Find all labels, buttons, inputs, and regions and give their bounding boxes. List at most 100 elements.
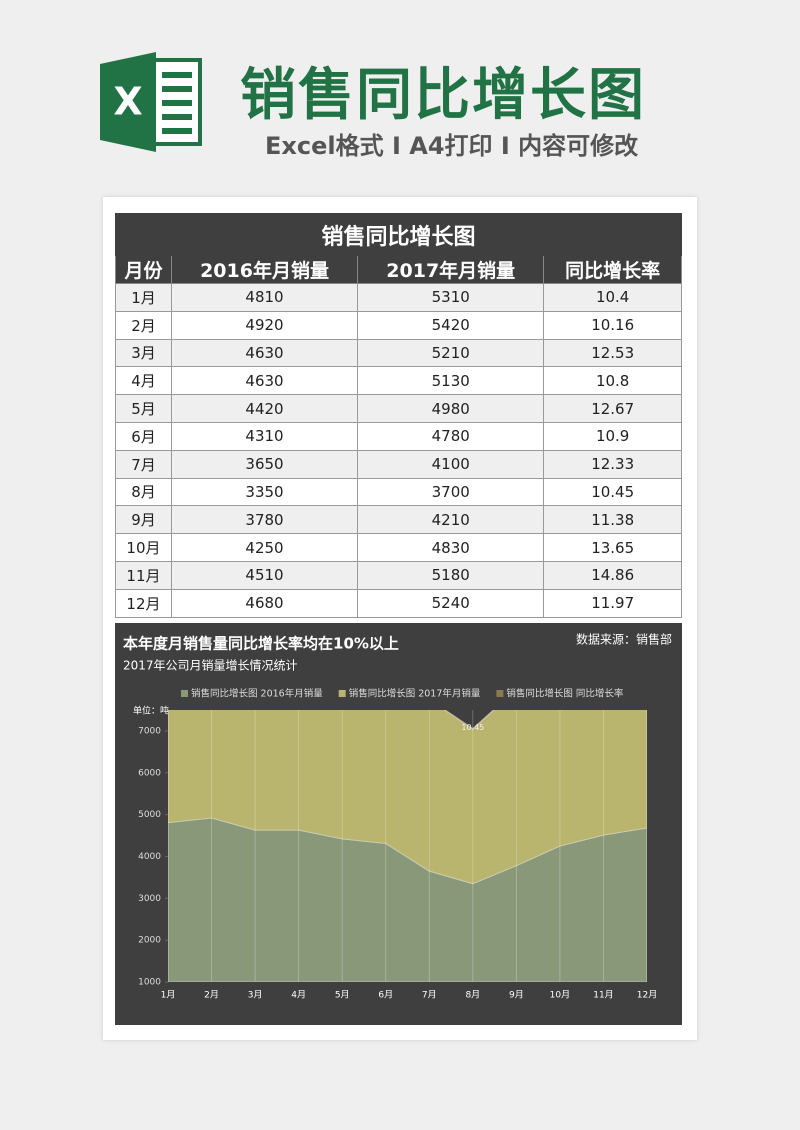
table-cell: 7月 — [115, 449, 172, 479]
legend-label: 销售同比增长图 2016年月销量 — [191, 688, 323, 700]
table-cell: 2月 — [115, 310, 172, 340]
column-header: 2016年月销量 — [170, 255, 359, 284]
table-cell: 10.16 — [543, 310, 682, 340]
table-cell: 4250 — [170, 533, 359, 562]
table-cell: 4630 — [170, 366, 359, 396]
area — [168, 710, 647, 885]
table-cell: 4980 — [357, 394, 545, 423]
x-tick-label: 2月 — [204, 990, 219, 1001]
table-cell: 4810 — [170, 283, 359, 312]
table-cell: 5180 — [357, 560, 545, 590]
table-cell: 3780 — [170, 505, 359, 535]
table-cell: 12.67 — [543, 394, 682, 423]
x-tick-label: 5月 — [335, 990, 350, 1001]
table-row: 12月 4680 5240 11.97 — [115, 588, 682, 618]
chart: 本年度月销售量同比增长率均在10%以上 数据来源：销售部 2017年公司月销量增… — [115, 623, 682, 1025]
table-cell: 8月 — [115, 477, 172, 507]
y-tick-label: 4000 — [138, 852, 161, 862]
x-tick-label: 4月 — [291, 990, 306, 1001]
table-cell: 10.9 — [543, 421, 682, 451]
legend-label: 销售同比增长图 2017年月销量 — [349, 688, 481, 700]
table-cell: 6月 — [115, 421, 172, 451]
table-cell: 4680 — [170, 588, 359, 618]
table-cell: 4830 — [357, 533, 545, 562]
chart-source: 数据来源：销售部 — [576, 632, 672, 647]
table-cell: 4920 — [170, 310, 359, 340]
x-tick-label: 11月 — [593, 990, 613, 1001]
chart-title: 本年度月销售量同比增长率均在10%以上 — [123, 635, 399, 653]
table-row: 3月 4630 5210 12.53 — [115, 338, 682, 368]
table-cell: 5310 — [357, 283, 545, 312]
table-cell: 5420 — [357, 310, 545, 340]
x-tick-label: 8月 — [465, 990, 480, 1001]
table-cell: 14.86 — [543, 560, 682, 590]
table-cell: 10月 — [115, 533, 172, 562]
table-cell: 3650 — [170, 449, 359, 479]
x-tick-label: 7月 — [422, 990, 437, 1001]
column-header: 2017年月销量 — [357, 255, 545, 284]
table-row: 9月 3780 4210 11.38 — [115, 505, 682, 535]
table-cell: 10.4 — [543, 283, 682, 312]
table-cell: 11.38 — [543, 505, 682, 535]
table-cell: 12.53 — [543, 338, 682, 368]
table-cell: 4780 — [357, 421, 545, 451]
table-title: 销售同比增长图 — [115, 213, 682, 256]
x-tick-label: 12月 — [637, 990, 657, 1001]
sales-table: 销售同比增长图 月份 2016年月销量 2017年月销量 同比增长率 1月 4810 53… — [115, 213, 682, 618]
table-cell: 5210 — [357, 338, 545, 368]
table-row: 6月 4310 4780 10.9 — [115, 421, 682, 451]
column-header: 月份 — [115, 255, 172, 284]
table-cell: 12.33 — [543, 449, 682, 479]
table-cell: 4100 — [357, 449, 545, 479]
table-cell: 3350 — [170, 477, 359, 507]
table-row: 7月 3650 4100 12.33 — [115, 449, 682, 479]
table-cell: 5130 — [357, 366, 545, 396]
table-cell: 4510 — [170, 560, 359, 590]
y-tick-label: 5000 — [138, 810, 161, 820]
table-cell: 11.97 — [543, 588, 682, 618]
table-cell: 5月 — [115, 394, 172, 423]
table-cell: 4月 — [115, 366, 172, 396]
table-cell: 4310 — [170, 421, 359, 451]
table-cell: 4420 — [170, 394, 359, 423]
x-tick-label: 10月 — [550, 990, 570, 1001]
legend-swatch — [496, 690, 504, 697]
x-tick-label: 3月 — [248, 990, 263, 1001]
table-cell: 3700 — [357, 477, 545, 507]
table-row: 1月 4810 5310 10.4 — [115, 283, 682, 312]
y-tick-label: 1000 — [138, 978, 161, 988]
table-cell: 4630 — [170, 338, 359, 368]
unit-label: 单位：吨 — [133, 705, 169, 717]
legend-label: 销售同比增长图 同比增长率 — [506, 688, 624, 700]
table-row: 2月 4920 5420 10.16 — [115, 310, 682, 340]
page-subtitle: Excel格式 I A4打印 I 内容可修改 — [265, 132, 639, 160]
table-row: 8月 3350 3700 10.45 — [115, 477, 682, 507]
y-tick-label: 2000 — [138, 936, 161, 946]
chart-subtitle: 2017年公司月销量增长情况统计 — [123, 659, 298, 673]
table-row: 11月 4510 5180 14.86 — [115, 560, 682, 590]
y-tick-label: 7000 — [138, 726, 161, 736]
data-label: 10.45 — [461, 723, 484, 732]
table-cell: 10.45 — [543, 477, 682, 507]
x-tick-label: 1月 — [161, 990, 176, 1001]
excel-logo: X — [100, 52, 202, 152]
table-cell: 11月 — [115, 560, 172, 590]
x-tick-label: 6月 — [378, 990, 393, 1001]
table-row: 4月 4630 5130 10.8 — [115, 366, 682, 396]
legend-swatch — [338, 690, 346, 697]
table-cell: 5240 — [357, 588, 545, 618]
logo-text: X — [113, 80, 142, 124]
y-tick-label: 6000 — [138, 768, 161, 778]
column-header: 同比增长率 — [543, 255, 682, 284]
table-cell: 9月 — [115, 505, 172, 535]
page-title: 销售同比增长图 — [240, 63, 646, 128]
table-cell: 12月 — [115, 588, 172, 618]
table-cell: 3月 — [115, 338, 172, 368]
table-row: 10月 4250 4830 13.65 — [115, 533, 682, 562]
table-row: 5月 4420 4980 12.67 — [115, 394, 682, 423]
table-cell: 1月 — [115, 283, 172, 312]
table-cell: 10.8 — [543, 366, 682, 396]
legend-swatch — [181, 690, 188, 697]
table-cell: 4210 — [357, 505, 545, 535]
